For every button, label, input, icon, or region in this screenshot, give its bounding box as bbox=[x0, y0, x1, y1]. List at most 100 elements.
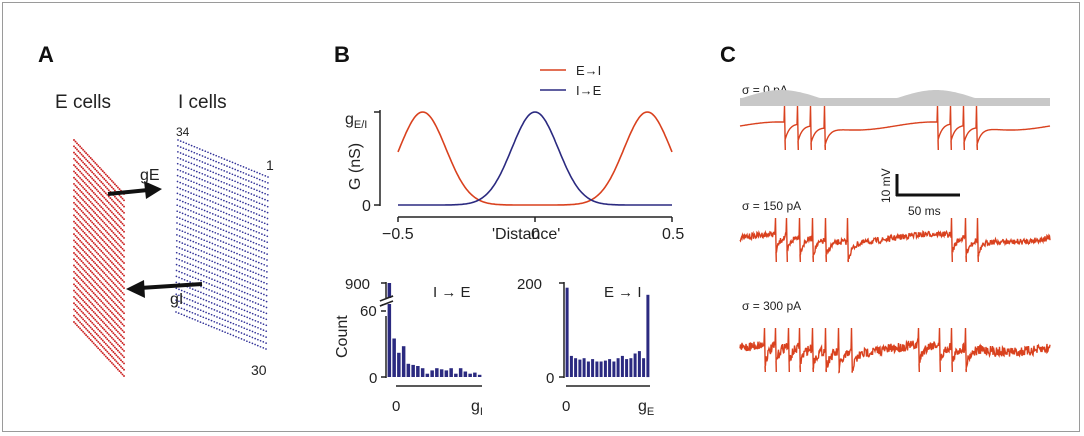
cell-dot bbox=[100, 287, 103, 290]
cell-dot bbox=[206, 228, 208, 231]
cell-dot bbox=[232, 328, 235, 331]
cell-dot bbox=[113, 195, 116, 198]
cell-dot bbox=[248, 335, 251, 338]
cell-dot bbox=[196, 164, 198, 167]
cell-dot bbox=[257, 326, 259, 329]
cell-dot bbox=[219, 287, 221, 290]
cell-dot bbox=[77, 194, 80, 197]
cell-dot bbox=[230, 262, 233, 265]
hist-bar bbox=[430, 370, 434, 377]
cell-dot bbox=[260, 256, 263, 259]
cell-dot bbox=[195, 176, 198, 179]
cell-dot bbox=[214, 255, 216, 258]
cell-dot bbox=[79, 170, 82, 173]
hist-bar bbox=[458, 368, 463, 377]
cell-dot bbox=[212, 177, 215, 180]
cell-dot bbox=[240, 332, 243, 334]
cell-dot bbox=[100, 325, 103, 328]
cell-dot bbox=[112, 294, 115, 297]
cell-dot bbox=[83, 257, 86, 260]
cell-dot bbox=[92, 185, 95, 188]
cell-dot bbox=[254, 278, 257, 281]
cell-dot bbox=[121, 222, 124, 225]
cell-dot bbox=[115, 348, 118, 350]
cell-dot bbox=[88, 161, 91, 164]
cell-dot bbox=[206, 234, 208, 237]
hist-bar bbox=[586, 361, 590, 377]
cell-dot bbox=[94, 325, 97, 328]
cell-dot bbox=[251, 306, 254, 309]
cell-dot bbox=[246, 340, 248, 343]
cell-dot bbox=[203, 268, 205, 271]
cell-dot bbox=[97, 340, 100, 343]
cell-dot bbox=[77, 288, 80, 291]
cell-dot bbox=[101, 239, 104, 242]
cell-dot bbox=[215, 166, 217, 169]
cell-dot bbox=[76, 142, 78, 145]
cell-dot bbox=[112, 225, 115, 228]
cell-dot bbox=[98, 317, 101, 320]
cell-dot bbox=[80, 178, 83, 181]
cell-dot bbox=[178, 300, 180, 303]
cell-dot bbox=[264, 210, 266, 213]
cell-dot bbox=[254, 343, 256, 346]
cell-dot bbox=[258, 232, 260, 234]
cell-dot bbox=[209, 170, 212, 173]
cell-dot bbox=[227, 290, 230, 293]
cell-dot bbox=[238, 247, 241, 250]
hist-bar bbox=[642, 358, 646, 377]
cell-dot bbox=[86, 191, 89, 194]
cell-dot bbox=[79, 246, 82, 248]
cell-dot bbox=[106, 313, 109, 316]
cell-dot bbox=[95, 320, 98, 323]
cell-dot bbox=[204, 156, 207, 158]
cell-dot bbox=[83, 294, 86, 297]
cell-dot bbox=[250, 181, 253, 183]
cell-dot bbox=[189, 293, 191, 295]
cell-dot bbox=[221, 288, 224, 291]
cell-dot bbox=[98, 279, 101, 282]
cell-dot bbox=[216, 262, 219, 265]
cell-dot bbox=[95, 207, 98, 210]
cell-dot bbox=[113, 252, 116, 255]
cell-dot bbox=[175, 287, 178, 290]
cell-dot bbox=[242, 213, 244, 216]
cell-dot bbox=[100, 256, 103, 259]
grid-label-30: 30 bbox=[251, 362, 267, 378]
cell-dot bbox=[91, 202, 94, 205]
cell-dot bbox=[261, 227, 263, 229]
cell-dot bbox=[260, 262, 263, 265]
cell-dot bbox=[92, 317, 95, 320]
cell-dot bbox=[211, 230, 214, 233]
cell-dot bbox=[88, 224, 91, 227]
cell-dot bbox=[98, 204, 101, 207]
cell-dot bbox=[232, 334, 235, 337]
cell-dot bbox=[235, 270, 238, 273]
cell-dot bbox=[204, 150, 207, 153]
cell-dot bbox=[220, 174, 223, 177]
cell-dot bbox=[76, 217, 78, 220]
cell-dot bbox=[180, 313, 183, 316]
cell-dot bbox=[91, 334, 94, 337]
cell-dot bbox=[86, 216, 89, 219]
cell-dot bbox=[112, 263, 115, 266]
cell-dot bbox=[176, 234, 178, 236]
hist-bar bbox=[420, 368, 425, 377]
cell-dot bbox=[246, 292, 249, 295]
cell-dot bbox=[76, 261, 78, 264]
cell-dot bbox=[252, 277, 254, 280]
cell-dot bbox=[234, 174, 236, 177]
cell-dot bbox=[257, 338, 259, 341]
cell-dot bbox=[107, 176, 110, 179]
cell-dot bbox=[209, 182, 212, 184]
cell-dot bbox=[241, 249, 244, 251]
cell-dot bbox=[198, 231, 200, 233]
cell-dot bbox=[247, 227, 250, 230]
cell-dot bbox=[94, 262, 97, 265]
cell-dot bbox=[106, 288, 109, 290]
cell-dot bbox=[82, 249, 85, 252]
cell-dot bbox=[255, 219, 258, 221]
cell-dot bbox=[192, 252, 194, 255]
cell-dot bbox=[103, 171, 106, 174]
cell-dot bbox=[121, 197, 124, 200]
